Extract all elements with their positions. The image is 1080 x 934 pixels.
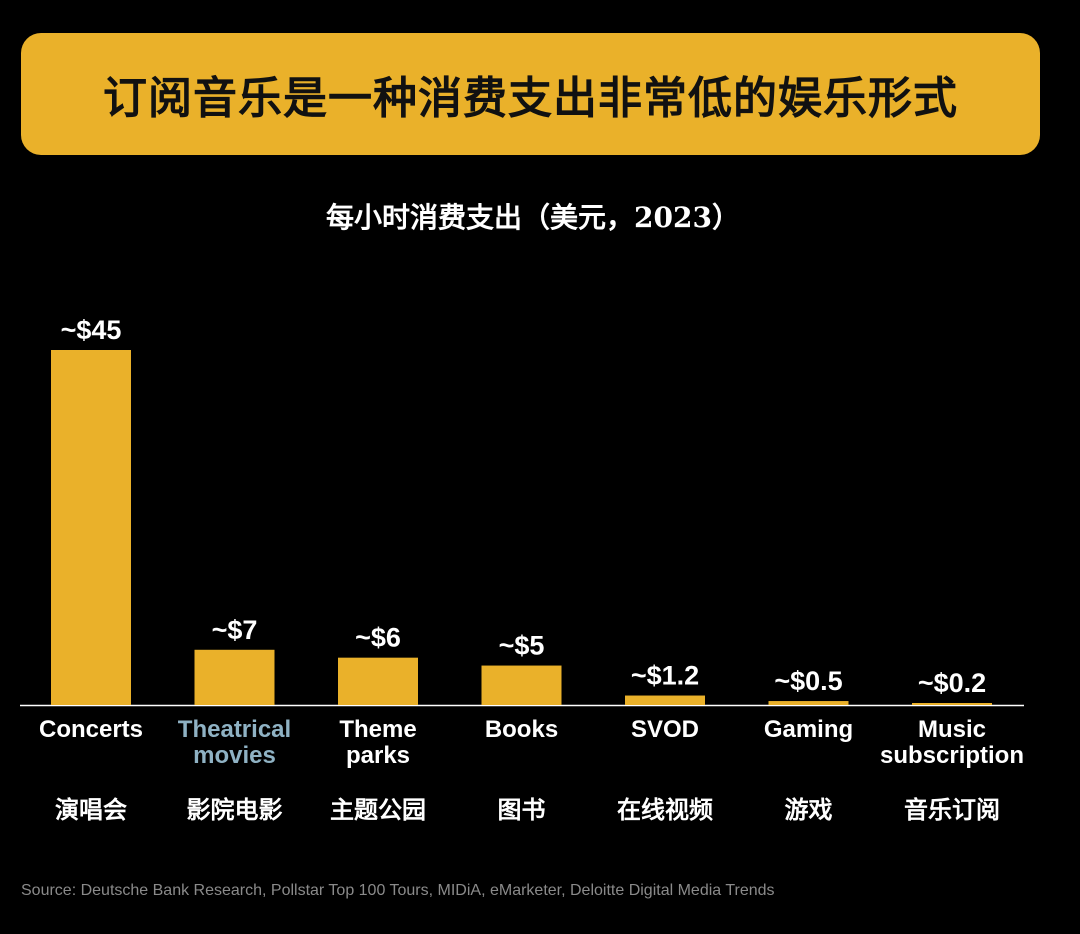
bar-4 [625,695,705,705]
category-label-5: Gaming [764,716,853,743]
bar-3 [481,665,562,705]
bar-0 [51,350,131,705]
category-label-zh-1: 影院电影 [187,795,283,824]
title-banner: 订阅音乐是一种消费支出非常低的娱乐形式 [21,33,1040,155]
category-label-4: SVOD [631,716,699,743]
category-label-zh-0: 演唱会 [55,795,127,824]
category-label-2-line-1: parks [346,742,410,769]
value-label-5: ~$0.5 [774,666,842,696]
category-label-0: Concerts [39,716,143,743]
value-label-4: ~$1.2 [631,661,699,691]
category-label-6-line-1: subscription [880,742,1024,769]
source-note: Source: Deutsche Bank Research, Pollstar… [21,882,775,899]
category-label-zh-2: 主题公园 [330,795,426,824]
category-label-3: Books [485,716,558,743]
category-label-zh-6: 音乐订阅 [904,795,1000,824]
category-label-1-line-0: Theatrical [178,716,291,743]
category-label-zh-5: 游戏 [785,795,833,824]
chart-title: 每小时消费支出（美元，2023） [326,201,740,234]
category-label-zh-3: 图书 [498,795,546,824]
value-label-0: ~$45 [61,315,122,345]
value-label-1: ~$7 [212,615,258,645]
value-label-6: ~$0.2 [918,668,986,698]
bar-2 [338,657,418,705]
bar-5 [768,701,849,705]
value-label-2: ~$6 [355,623,401,653]
category-label-zh-4: 在线视频 [617,795,713,824]
value-label-3: ~$5 [499,631,545,661]
category-label-2-line-0: Theme [339,716,416,743]
bar-1 [194,649,275,705]
category-label-1-line-1: movies [193,742,276,769]
bar-6 [912,703,992,705]
page-title: 订阅音乐是一种消费支出非常低的娱乐形式 [103,73,958,124]
category-label-6-line-0: Music [918,716,986,743]
